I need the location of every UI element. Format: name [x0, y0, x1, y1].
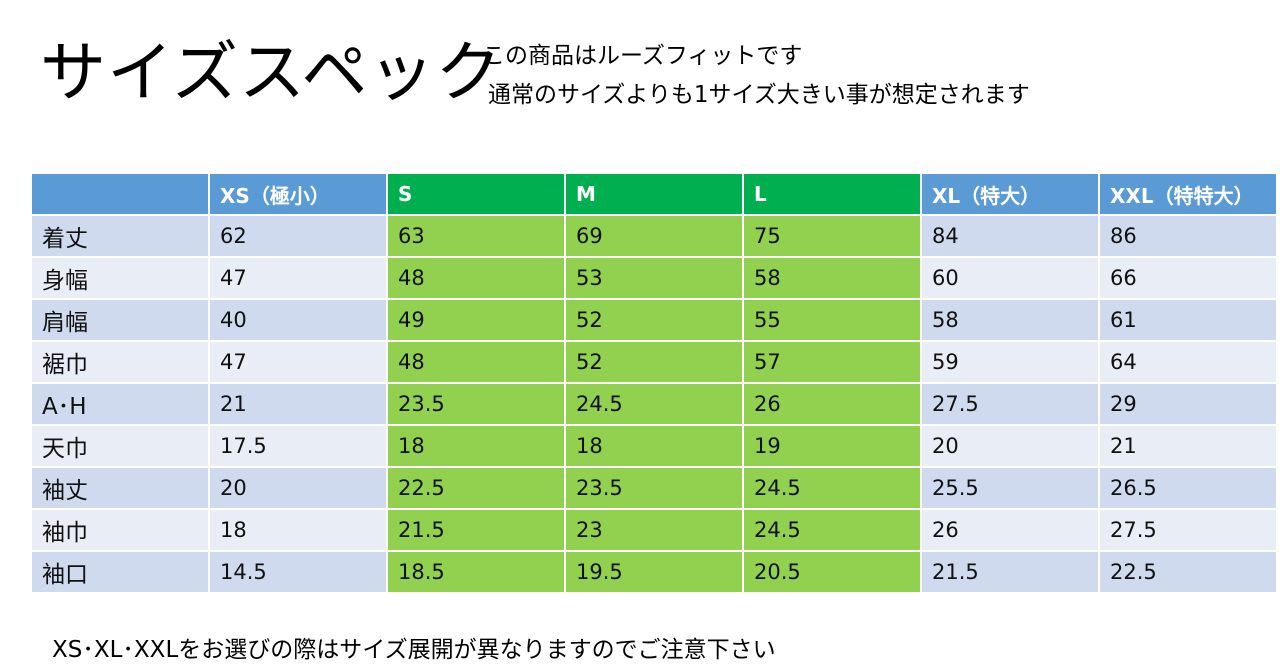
value-cell-l: 58	[742, 256, 922, 300]
value-cell-xl: 21.5	[920, 550, 1100, 594]
value-cell-xxl: 21	[1098, 424, 1278, 468]
value-cell-xl: 27.5	[920, 382, 1100, 426]
value-cell-xl: 26	[920, 508, 1100, 552]
value-cell-xl: 25.5	[920, 466, 1100, 510]
value-cell-s: 49	[386, 298, 566, 342]
value-cell-xs: 21	[208, 382, 388, 426]
value-cell-s: 23.5	[386, 382, 566, 426]
table-header-row: XS（極小） S M L XL（特大） XXL（特特大）	[30, 172, 1278, 216]
value-cell-xxl: 61	[1098, 298, 1278, 342]
size-note: 通常のサイズよりも1サイズ大きい事が想定されます	[488, 82, 1030, 108]
value-cell-xs: 17.5	[208, 424, 388, 468]
value-cell-xxl: 27.5	[1098, 508, 1278, 552]
row-label-cell: 肩幅	[30, 298, 210, 342]
value-cell-xl: 58	[920, 298, 1100, 342]
value-cell-s: 21.5	[386, 508, 566, 552]
value-cell-xl: 60	[920, 256, 1100, 300]
row-label-cell: 身幅	[30, 256, 210, 300]
value-cell-s: 18.5	[386, 550, 566, 594]
value-cell-xl: 59	[920, 340, 1100, 384]
value-cell-l: 26	[742, 382, 922, 426]
value-cell-m: 23	[564, 508, 744, 552]
value-cell-s: 63	[386, 214, 566, 258]
value-cell-xxl: 29	[1098, 382, 1278, 426]
value-cell-m: 52	[564, 298, 744, 342]
value-cell-xxl: 26.5	[1098, 466, 1278, 510]
table-row: 袖口 14.5 18.5 19.5 20.5 21.5 22.5	[30, 550, 1278, 594]
value-cell-xs: 14.5	[208, 550, 388, 594]
header-cell-m: M	[564, 172, 744, 216]
value-cell-s: 18	[386, 424, 566, 468]
value-cell-l: 24.5	[742, 466, 922, 510]
header-cell-xxl: XXL（特特大）	[1098, 172, 1278, 216]
table-row: 袖丈 20 22.5 23.5 24.5 25.5 26.5	[30, 466, 1278, 510]
value-cell-m: 23.5	[564, 466, 744, 510]
header-cell-empty	[30, 172, 210, 216]
table-row: 裾巾 47 48 52 57 59 64	[30, 340, 1278, 384]
value-cell-xs: 47	[208, 256, 388, 300]
value-cell-m: 53	[564, 256, 744, 300]
header-cell-l: L	[742, 172, 922, 216]
row-label-cell: A･H	[30, 382, 210, 426]
value-cell-xs: 62	[208, 214, 388, 258]
table-row: 着丈 62 63 69 75 84 86	[30, 214, 1278, 258]
value-cell-xs: 18	[208, 508, 388, 552]
value-cell-m: 24.5	[564, 382, 744, 426]
value-cell-l: 24.5	[742, 508, 922, 552]
value-cell-xs: 20	[208, 466, 388, 510]
row-label-cell: 天巾	[30, 424, 210, 468]
row-label-cell: 袖丈	[30, 466, 210, 510]
value-cell-l: 55	[742, 298, 922, 342]
header-cell-s: S	[386, 172, 566, 216]
table-row: A･H 21 23.5 24.5 26 27.5 29	[30, 382, 1278, 426]
value-cell-m: 19.5	[564, 550, 744, 594]
value-cell-l: 19	[742, 424, 922, 468]
table-body: 着丈 62 63 69 75 84 86 身幅 47 48 53 58 60 66 肩幅 40 49 52 55 58…	[30, 214, 1278, 594]
row-label-cell: 袖口	[30, 550, 210, 594]
value-cell-l: 20.5	[742, 550, 922, 594]
value-cell-m: 69	[564, 214, 744, 258]
row-label-cell: 着丈	[30, 214, 210, 258]
table-row: 身幅 47 48 53 58 60 66	[30, 256, 1278, 300]
value-cell-xxl: 86	[1098, 214, 1278, 258]
table-row: 袖巾 18 21.5 23 24.5 26 27.5	[30, 508, 1278, 552]
value-cell-s: 22.5	[386, 466, 566, 510]
header-cell-xl: XL（特大）	[920, 172, 1100, 216]
size-spec-table: XS（極小） S M L XL（特大） XXL（特特大） 着丈 62 63 69 75 8…	[30, 172, 1278, 594]
value-cell-xl: 84	[920, 214, 1100, 258]
table-row: 肩幅 40 49 52 55 58 61	[30, 298, 1278, 342]
value-cell-s: 48	[386, 256, 566, 300]
fit-note: この商品はルーズフィットです	[482, 43, 803, 69]
footer-note: XS･XL･XXLをお選びの際はサイズ展開が異なりますのでご注意下さい	[52, 637, 776, 663]
row-label-cell: 袖巾	[30, 508, 210, 552]
value-cell-xs: 40	[208, 298, 388, 342]
value-cell-xxl: 64	[1098, 340, 1278, 384]
value-cell-xxl: 22.5	[1098, 550, 1278, 594]
header-cell-xs: XS（極小）	[208, 172, 388, 216]
page-title: サイズスペック	[40, 34, 503, 111]
value-cell-m: 52	[564, 340, 744, 384]
value-cell-xxl: 66	[1098, 256, 1278, 300]
value-cell-l: 57	[742, 340, 922, 384]
row-label-cell: 裾巾	[30, 340, 210, 384]
table-row: 天巾 17.5 18 18 19 20 21	[30, 424, 1278, 468]
value-cell-l: 75	[742, 214, 922, 258]
value-cell-s: 48	[386, 340, 566, 384]
value-cell-m: 18	[564, 424, 744, 468]
value-cell-xs: 47	[208, 340, 388, 384]
value-cell-xl: 20	[920, 424, 1100, 468]
